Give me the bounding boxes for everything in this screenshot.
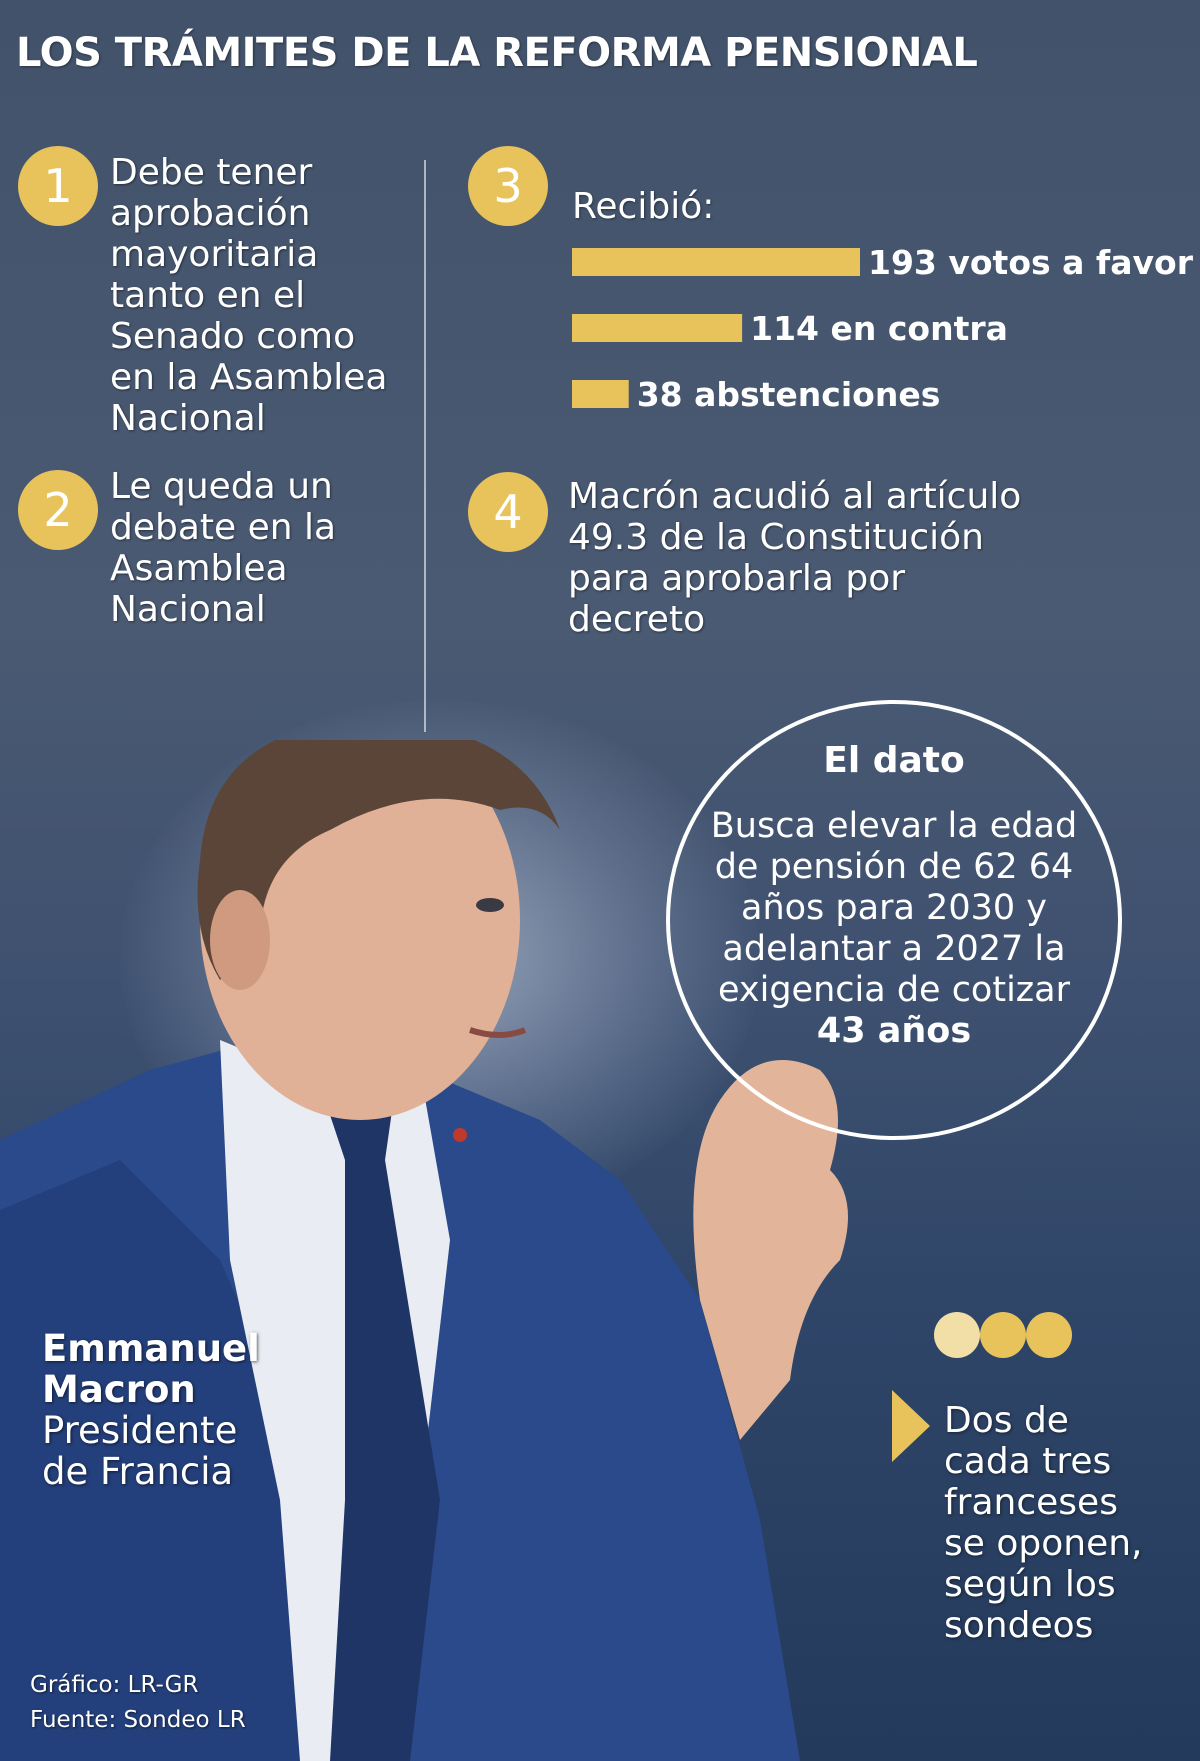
person-caption: Emmanuel Macron Presidente de Francia <box>42 1328 262 1492</box>
bar-label-1: 193 votos a favor <box>868 243 1194 282</box>
votes-label: Recibió: <box>572 186 715 227</box>
bar-label-2: 114 en contra <box>750 309 1008 348</box>
credit-source: Fuente: Sondeo LR <box>30 1707 246 1733</box>
dato-circle <box>666 700 1122 1140</box>
bar-2 <box>572 314 743 342</box>
dato-text: Busca elevar la edad de pensión de 62 64… <box>690 806 1098 1052</box>
credit-graphic: Gráfico: LR-GR <box>30 1672 199 1698</box>
decorative-dot-3 <box>1026 1312 1072 1358</box>
step-4-text: Macrón acudió al artículo 49.3 de la Con… <box>568 476 1022 640</box>
dato-title: El dato <box>823 740 965 781</box>
step-2-number: 2 <box>18 470 98 550</box>
credits: Gráfico: LR-GR Fuente: Sondeo LR <box>30 1668 246 1738</box>
step-1-number: 1 <box>18 146 98 226</box>
page-title: LOS TRÁMITES DE LA REFORMA PENSIONAL <box>16 30 978 76</box>
step-4-number: 4 <box>468 472 548 552</box>
bar-1 <box>572 248 860 276</box>
macron-portrait <box>0 740 848 1761</box>
dato-highlight: 43 años <box>816 1011 972 1051</box>
dato-body: Busca elevar la edad de pensión de 62 64… <box>710 806 1078 1010</box>
votes-bar-chart: 193 votos a favor 114 en contra 38 abstenc… <box>572 243 1194 414</box>
opinion-text: Dos de cada tres franceses se oponen, se… <box>944 1400 1143 1646</box>
arrow-icon <box>892 1390 930 1462</box>
person-role: Presidente de Francia <box>42 1409 238 1493</box>
step-1-text: Debe tener aprobación mayoritaria tanto … <box>110 152 388 439</box>
decorative-dot-1 <box>934 1312 980 1358</box>
bar-label-3: 38 abstenciones <box>637 375 941 414</box>
bar-3 <box>572 380 629 408</box>
person-name: Emmanuel Macron <box>42 1327 260 1411</box>
step-3-number: 3 <box>468 146 548 226</box>
decorative-dot-2 <box>980 1312 1026 1358</box>
step-2-text: Le queda un debate en la Asamblea Nacion… <box>110 466 337 630</box>
column-divider <box>424 160 426 732</box>
